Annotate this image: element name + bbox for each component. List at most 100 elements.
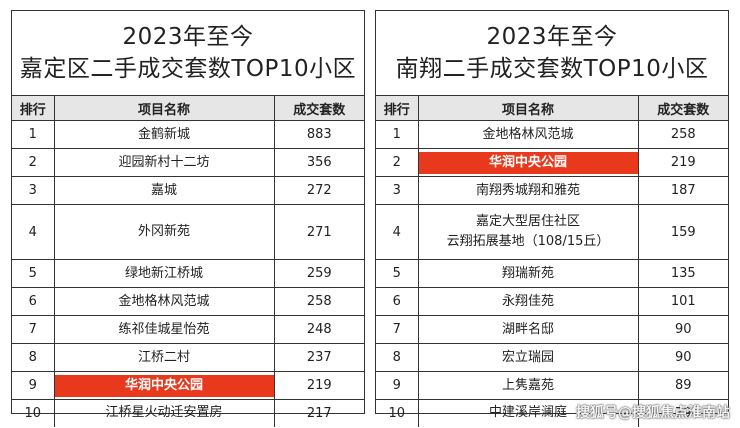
count-cell: 219	[273, 371, 364, 400]
rank-cell: 8	[376, 343, 418, 372]
count-cell: 883	[273, 120, 364, 149]
count-cell: 187	[637, 176, 728, 205]
panel-title: 2023年至今 嘉定区二手成交套数TOP10小区	[12, 11, 364, 95]
table-row: 3 南翔秀城翔和雅苑 187	[376, 176, 728, 205]
table-row: 6 金地格林风范城 258	[12, 287, 364, 316]
project-name-cell: 永翔佳苑	[417, 287, 638, 316]
project-name-cell: 嘉定大型居住社区 云翔拓展基地（108/15丘）	[417, 204, 638, 260]
table-row: 2 迎园新村十二坊 356	[12, 148, 364, 177]
rank-cell: 7	[12, 315, 54, 344]
count-cell: 258	[637, 120, 728, 149]
rank-cell: 8	[12, 343, 54, 372]
table-row: 10 中建溪岸澜庭 79	[376, 399, 728, 427]
rank-cell: 10	[24, 405, 42, 421]
table-row: 9 上隽嘉苑 89	[376, 371, 728, 400]
count-cell: 219	[637, 148, 728, 177]
rank-cell: 5	[376, 259, 418, 288]
highlight-label: 华润中央公园	[418, 151, 638, 174]
count-cell: 217	[273, 399, 364, 427]
rank-cell: 10	[388, 405, 406, 421]
table-header-row: 排行 项目名称 成交套数	[12, 95, 364, 121]
table-row-highlighted: 9 华润中央公园 219	[12, 371, 364, 400]
rank-cell: 6	[376, 287, 418, 316]
project-name-cell: 金鹤新城	[53, 120, 274, 149]
header-name: 项目名称	[53, 95, 274, 121]
rank-cell: 7	[376, 315, 418, 344]
count-cell: 79	[637, 399, 728, 427]
project-name-line: 嘉定大型居住社区	[475, 214, 580, 229]
rank-cell: 4	[376, 204, 418, 260]
project-name-cell: 宏立瑞园	[417, 343, 638, 372]
project-name-cell: 中建溪岸澜庭	[417, 399, 638, 427]
count-cell: 135	[637, 259, 728, 288]
rank-cell: 5	[12, 259, 54, 288]
count-cell: 90	[637, 343, 728, 372]
table-row-highlighted: 2 华润中央公园 219	[376, 148, 728, 177]
table-row: 10 江桥星火动迁安置房 217	[12, 399, 364, 427]
project-name-cell: 华润中央公园	[53, 371, 274, 400]
count-cell: 237	[273, 343, 364, 372]
rank-cell: 2	[12, 148, 54, 177]
header-count: 成交套数	[637, 95, 728, 121]
project-name-cell: 南翔秀城翔和雅苑	[417, 176, 638, 205]
project-name-cell: 湖畔名邸	[417, 315, 638, 344]
nanxiang-ranking-panel: 2023年至今 南翔二手成交套数TOP10小区 排行 项目名称 成交套数 1 金…	[375, 10, 729, 427]
panel-title: 2023年至今 南翔二手成交套数TOP10小区	[376, 11, 728, 95]
rank-cell: 9	[376, 371, 418, 400]
table-row: 7 湖畔名邸 90	[376, 315, 728, 344]
rank-cell: 9	[12, 371, 54, 400]
title-period: 2023年至今	[486, 24, 618, 50]
table-row: 6 永翔佳苑 101	[376, 287, 728, 316]
project-name-cell: 练祁佳城星怡苑	[53, 315, 274, 344]
rank-cell: 1	[376, 120, 418, 149]
watermark: 搜狐号@搜狐焦点淮南站	[576, 405, 730, 421]
title-main: 南翔二手成交套数TOP10小区	[395, 56, 709, 82]
project-name-cell: 嘉城	[53, 176, 274, 205]
project-name-cell: 江桥星火动迁安置房	[53, 399, 274, 427]
project-name-cell: 迎园新村十二坊	[53, 148, 274, 177]
jiading-ranking-panel: 2023年至今 嘉定区二手成交套数TOP10小区 排行 项目名称 成交套数 1 …	[11, 10, 365, 427]
header-rank: 排行	[12, 95, 54, 121]
rank-cell: 3	[12, 176, 54, 205]
table-header-row: 排行 项目名称 成交套数	[376, 95, 728, 121]
count-cell: 259	[273, 259, 364, 288]
rank-cell: 3	[376, 176, 418, 205]
project-name-cell: 金地格林风范城	[417, 120, 638, 149]
title-main: 嘉定区二手成交套数TOP10小区	[19, 56, 357, 82]
table-row: 8 江桥二村 237	[12, 343, 364, 372]
count-cell: 248	[273, 315, 364, 344]
rank-cell: 1	[12, 120, 54, 149]
table-row: 1 金鹤新城 883	[12, 120, 364, 149]
table-row: 4 嘉定大型居住社区 云翔拓展基地（108/15丘） 159	[376, 204, 728, 260]
table-row: 4 外冈新苑 271	[12, 204, 364, 260]
table-row: 3 嘉城 272	[12, 176, 364, 205]
table-row: 5 绿地新江桥城 259	[12, 259, 364, 288]
project-name-cell: 外冈新苑	[53, 204, 274, 260]
count-cell: 101	[637, 287, 728, 316]
count-cell: 90	[637, 315, 728, 344]
rank-cell: 6	[12, 287, 54, 316]
ranking-table: 排行 项目名称 成交套数 1 金鹤新城 883 2 迎园新村十二坊 356 3 …	[12, 95, 364, 427]
header-name: 项目名称	[417, 95, 638, 121]
table-row: 7 练祁佳城星怡苑 248	[12, 315, 364, 344]
ranking-table: 排行 项目名称 成交套数 1 金地格林风范城 258 2 华润中央公园 219 …	[376, 95, 728, 427]
project-name-cell: 上隽嘉苑	[417, 371, 638, 400]
project-name-cell: 华润中央公园	[417, 148, 638, 177]
table-row: 1 金地格林风范城 258	[376, 120, 728, 149]
table-row: 5 翔瑞新苑 135	[376, 259, 728, 288]
count-cell: 356	[273, 148, 364, 177]
highlight-label: 华润中央公园	[54, 374, 274, 397]
count-cell: 159	[637, 204, 728, 260]
rank-cell: 2	[376, 148, 418, 177]
count-cell: 272	[273, 176, 364, 205]
table-row: 8 宏立瑞园 90	[376, 343, 728, 372]
rank-cell: 4	[12, 204, 54, 260]
project-name-line: 云翔拓展基地（108/15丘）	[446, 234, 610, 249]
count-cell: 89	[637, 371, 728, 400]
project-name-cell: 绿地新江桥城	[53, 259, 274, 288]
header-count: 成交套数	[273, 95, 364, 121]
header-rank: 排行	[376, 95, 418, 121]
project-name-cell: 翔瑞新苑	[417, 259, 638, 288]
title-period: 2023年至今	[122, 24, 254, 50]
count-cell: 271	[273, 204, 364, 260]
